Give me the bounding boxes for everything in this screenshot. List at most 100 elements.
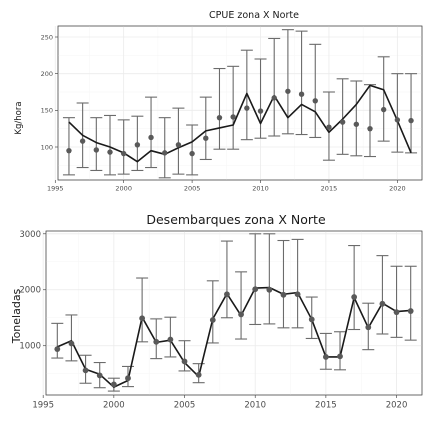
landings-data-point <box>322 354 329 360</box>
landings-error-bar <box>220 240 233 319</box>
cpue-data-point <box>326 124 332 130</box>
cpue-data-point <box>367 125 373 132</box>
cpue-data-point <box>230 114 236 120</box>
landings-error-bar <box>136 277 149 343</box>
cpue-data-point <box>271 95 277 101</box>
cpue-error-bar <box>62 117 75 176</box>
cpue-data-point <box>175 142 182 148</box>
landings-plot-area <box>45 230 423 396</box>
landings-data-point <box>238 311 244 318</box>
cpue-data-point <box>120 150 127 157</box>
landings-error-bar <box>263 233 276 325</box>
cpue-error-bar <box>199 96 212 161</box>
cpue-error-bar <box>90 117 103 172</box>
cpue-x-tick-label: 2010 <box>252 185 269 193</box>
landings-error-bar <box>291 238 304 329</box>
landings-x-tick-label: 1995 <box>32 401 54 411</box>
landings-data-point <box>294 291 301 298</box>
cpue-data-point <box>216 114 223 121</box>
cpue-error-bar <box>254 58 267 139</box>
cpue-error-bar <box>186 124 199 176</box>
cpue-data-point <box>162 150 168 156</box>
cpue-data-point <box>134 142 141 148</box>
landings-x-tick-label: 2020 <box>386 401 408 411</box>
landings-error-bar <box>235 271 248 340</box>
landings-data-point <box>266 286 273 293</box>
cpue-error-bar <box>117 119 130 175</box>
landings-data-point <box>195 371 202 378</box>
landings-error-bar <box>390 265 403 338</box>
landings-data-point <box>407 308 414 314</box>
landings-error-bar <box>334 331 347 371</box>
landings-x-tick-label: 2000 <box>103 401 125 411</box>
cpue-panel-border <box>57 25 423 181</box>
landings-data-point <box>54 346 61 353</box>
cpue-error-bar <box>377 56 390 142</box>
landings-x-tick-label: 2010 <box>244 401 266 411</box>
landings-error-bar <box>65 314 78 362</box>
cpue-data-point <box>353 121 360 127</box>
landings-data-point <box>365 324 372 331</box>
cpue-x-tick-label: 1995 <box>47 185 64 193</box>
landings-data-point <box>224 291 230 298</box>
landings-x-tick-label: 2005 <box>174 401 196 411</box>
cpue-error-bar <box>350 80 363 157</box>
cpue-y-tick-label: 250 <box>41 33 53 41</box>
cpue-x-tick-label: 2020 <box>389 185 406 193</box>
cpue-data-point <box>79 138 86 144</box>
cpue-data-point <box>66 147 72 154</box>
landings-error-bar <box>376 255 389 335</box>
landings-panel-border <box>45 230 423 396</box>
cpue-error-bar <box>227 65 240 150</box>
cpue-data-point <box>298 91 305 97</box>
cpue-error-bar <box>336 78 349 155</box>
cpue-error-bar <box>145 96 158 169</box>
landings-y-tick-label: 2000 <box>19 286 41 296</box>
landings-data-point <box>379 300 386 307</box>
cpue-data-point <box>107 149 113 155</box>
cpue-data-point <box>285 88 291 94</box>
landings-data-point <box>393 309 400 316</box>
cpue-y-tick-label: 100 <box>41 143 53 151</box>
landings-error-bar <box>249 233 262 326</box>
landings-data-point <box>110 381 117 388</box>
landings-chart: 1995 2000 2005 2010 2015 2020 1000 2000 3000 <box>19 230 423 411</box>
landings-data-point <box>96 372 103 379</box>
cpue-data-point <box>203 135 209 141</box>
landings-chart-title: Desembarques zona X Norte <box>146 212 326 227</box>
landings-data-point <box>181 358 188 365</box>
landings-data-point <box>125 375 131 382</box>
landings-y-tick-label: 3000 <box>19 230 41 240</box>
cpue-data-point <box>244 105 250 111</box>
cpue-data-point <box>312 98 318 104</box>
landings-error-bar <box>348 245 361 331</box>
landings-error-bar <box>277 239 290 329</box>
cpue-chart-title: CPUE zona X Norte <box>209 10 299 21</box>
landings-data-point <box>252 286 259 293</box>
cpue-y-tick-label: 200 <box>41 70 53 78</box>
cpue-error-bar <box>309 43 322 139</box>
landings-data-point <box>167 336 174 343</box>
landings-data-point <box>68 340 75 347</box>
cpue-error-bar <box>172 107 185 175</box>
cpue-chart: 1995 2000 2005 2010 2015 2020 100 150 200 250 <box>41 25 423 193</box>
cpue-x-tick-label: 2005 <box>184 185 201 193</box>
landings-error-bar <box>319 332 332 370</box>
cpue-x-tick-label: 2000 <box>115 185 132 193</box>
cpue-y-tick-label: 150 <box>41 107 53 115</box>
cpue-data-point <box>394 117 401 123</box>
cpue-x-tick-label: 2015 <box>321 185 338 193</box>
cpue-data-point <box>93 147 100 153</box>
landings-y-axis-label: Toneladas <box>10 288 23 344</box>
cpue-error-bar <box>104 114 116 176</box>
landings-data-point <box>337 353 343 360</box>
landings-error-bar <box>150 318 163 360</box>
cpue-error-bar <box>391 73 404 153</box>
landings-error-bar <box>206 280 219 344</box>
cpue-data-point <box>380 106 387 113</box>
landings-error-bar <box>404 265 417 341</box>
cpue-data-point <box>257 108 264 114</box>
cpue-data-point <box>339 119 346 125</box>
landings-data-point <box>280 291 287 298</box>
